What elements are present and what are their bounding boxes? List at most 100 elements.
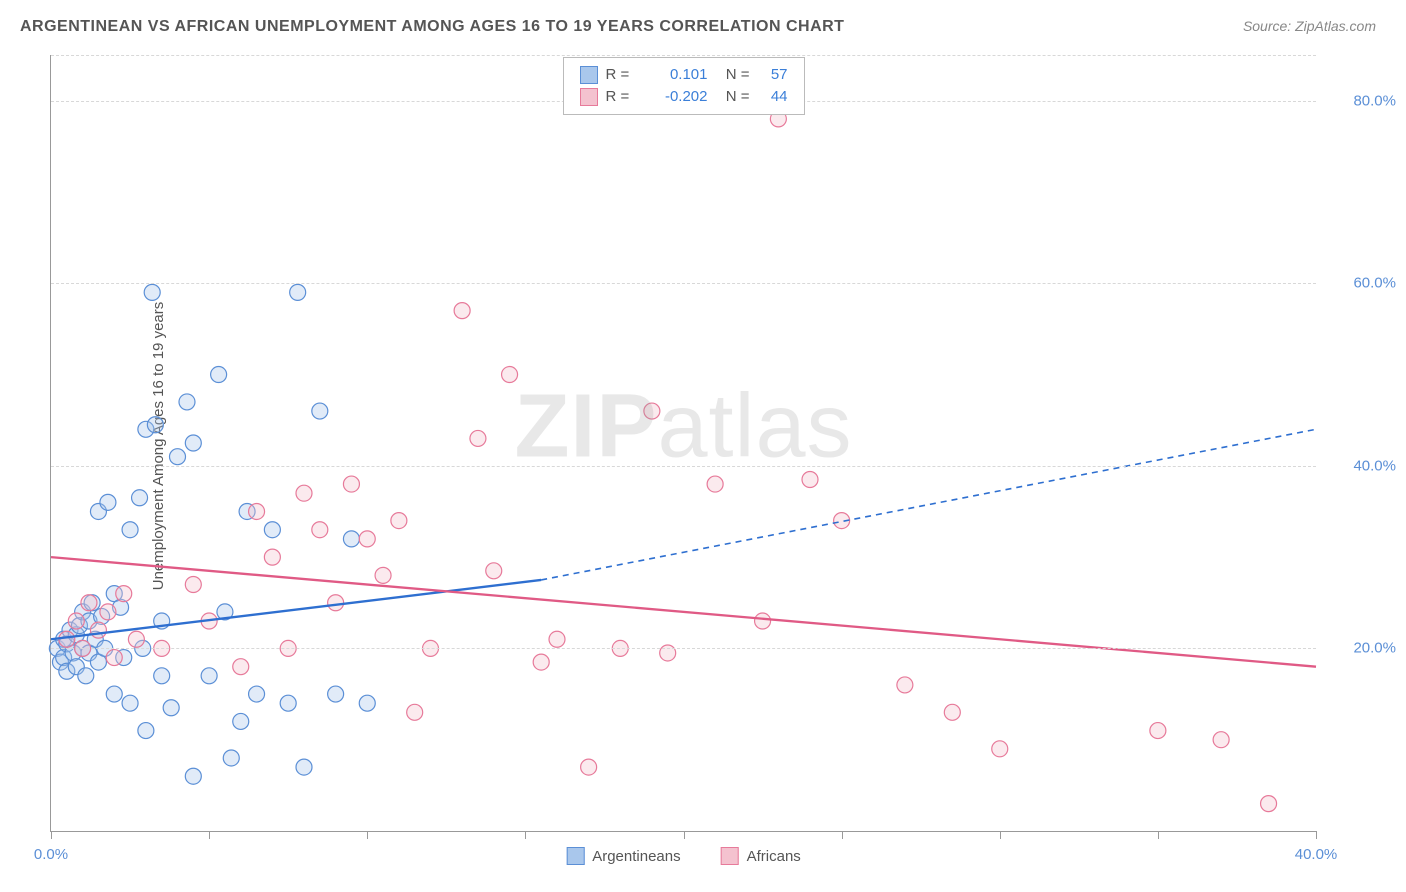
n-value-argentineans: 57 [758, 64, 788, 86]
legend-swatch-argentineans [580, 66, 598, 84]
legend-label-argentineans: Argentineans [592, 848, 680, 865]
x-tick [367, 831, 368, 839]
data-point [897, 677, 913, 693]
legend-item-africans: Africans [721, 847, 801, 865]
data-point [132, 490, 148, 506]
x-tick [51, 831, 52, 839]
legend-row-africans: R = -0.202 N = 44 [580, 86, 788, 108]
legend-label-africans: Africans [747, 848, 801, 865]
data-point [211, 367, 227, 383]
data-point [106, 686, 122, 702]
legend-swatch-africans [580, 88, 598, 106]
data-point [233, 713, 249, 729]
data-point [343, 531, 359, 547]
r-value-argentineans: 0.101 [644, 64, 708, 86]
data-point [163, 700, 179, 716]
data-point [185, 577, 201, 593]
data-point [328, 595, 344, 611]
series-legend: Argentineans Africans [566, 847, 801, 865]
y-tick-label: 60.0% [1326, 275, 1396, 292]
data-point [644, 403, 660, 419]
x-tick [1000, 831, 1001, 839]
x-tick-label: 0.0% [34, 846, 68, 863]
data-point [944, 704, 960, 720]
gridline [51, 55, 1316, 56]
data-point [359, 531, 375, 547]
data-point [249, 686, 265, 702]
data-point [486, 563, 502, 579]
n-value-africans: 44 [758, 86, 788, 108]
gridline [51, 648, 1316, 649]
data-point [660, 645, 676, 661]
data-point [185, 768, 201, 784]
data-point [223, 750, 239, 766]
data-point [100, 604, 116, 620]
regression-line-extrapolated [541, 429, 1316, 580]
data-point [264, 522, 280, 538]
data-point [290, 284, 306, 300]
data-point [375, 567, 391, 583]
data-point [454, 303, 470, 319]
x-tick-label: 40.0% [1295, 846, 1338, 863]
legend-swatch-argentineans [566, 847, 584, 865]
data-point [106, 650, 122, 666]
data-point [407, 704, 423, 720]
n-label: N = [716, 86, 750, 108]
data-point [201, 668, 217, 684]
data-point [280, 695, 296, 711]
data-point [343, 476, 359, 492]
correlation-legend: R = 0.101 N = 57 R = -0.202 N = 44 [563, 57, 805, 115]
chart-title: ARGENTINEAN VS AFRICAN UNEMPLOYMENT AMON… [20, 18, 844, 36]
data-point [312, 403, 328, 419]
plot-area: ZIPatlas R = 0.101 N = 57 R = -0.202 N =… [50, 55, 1316, 832]
data-point [1213, 732, 1229, 748]
data-point [502, 367, 518, 383]
data-point [581, 759, 597, 775]
legend-item-argentineans: Argentineans [566, 847, 680, 865]
data-point [391, 513, 407, 529]
x-tick [1316, 831, 1317, 839]
data-point [154, 668, 170, 684]
data-point [128, 631, 144, 647]
y-tick-label: 40.0% [1326, 457, 1396, 474]
x-tick [525, 831, 526, 839]
data-point [100, 494, 116, 510]
data-point [116, 586, 132, 602]
data-point [359, 695, 375, 711]
data-point [470, 430, 486, 446]
data-point [1150, 723, 1166, 739]
data-point [68, 613, 84, 629]
data-point [802, 472, 818, 488]
data-point [549, 631, 565, 647]
data-point [144, 284, 160, 300]
gridline [51, 466, 1316, 467]
data-point [185, 435, 201, 451]
y-tick-label: 80.0% [1326, 92, 1396, 109]
legend-swatch-africans [721, 847, 739, 865]
data-point [533, 654, 549, 670]
data-point [328, 686, 344, 702]
data-point [233, 659, 249, 675]
data-point [992, 741, 1008, 757]
r-label: R = [606, 86, 636, 108]
source-attribution: Source: ZipAtlas.com [1243, 18, 1376, 34]
x-tick [209, 831, 210, 839]
r-label: R = [606, 64, 636, 86]
y-tick-label: 20.0% [1326, 640, 1396, 657]
data-point [312, 522, 328, 538]
regression-line [51, 557, 1316, 667]
data-point [138, 723, 154, 739]
data-point [147, 417, 163, 433]
data-point [78, 668, 94, 684]
x-tick [684, 831, 685, 839]
n-label: N = [716, 64, 750, 86]
data-point [122, 695, 138, 711]
data-point [296, 759, 312, 775]
data-point [1261, 796, 1277, 812]
legend-row-argentineans: R = 0.101 N = 57 [580, 64, 788, 86]
data-point [90, 622, 106, 638]
chart-svg [51, 55, 1316, 831]
data-point [755, 613, 771, 629]
data-point [170, 449, 186, 465]
r-value-africans: -0.202 [644, 86, 708, 108]
